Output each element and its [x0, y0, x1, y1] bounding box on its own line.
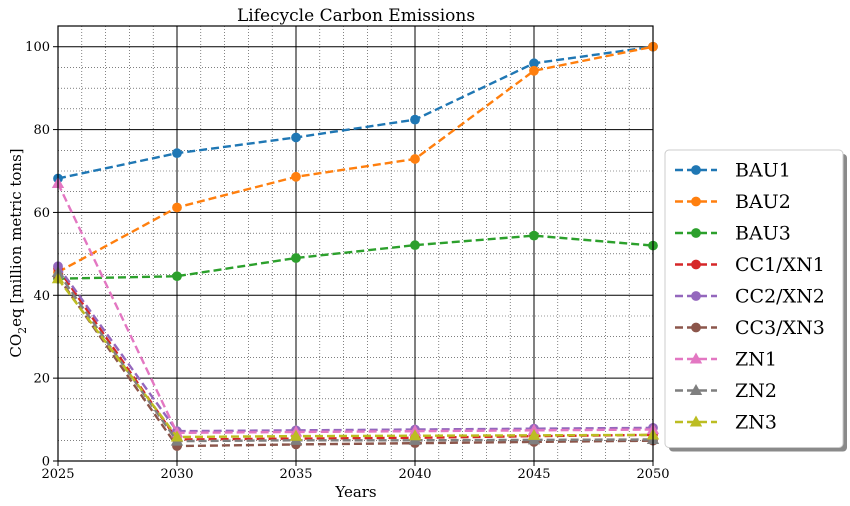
legend-marker-zn1 — [689, 352, 703, 364]
y-tick-label: 100 — [25, 40, 50, 55]
chart-title: Lifecycle Carbon Emissions — [237, 6, 475, 26]
series-line-zn3 — [57, 277, 654, 439]
data-point-bau1 — [529, 58, 539, 69]
series-line-bau3 — [57, 234, 654, 280]
x-tick-label: 2045 — [517, 467, 550, 482]
data-point-zn3 — [527, 428, 541, 440]
data-point-bau2 — [529, 65, 539, 76]
data-point-bau3 — [291, 253, 301, 263]
legend-marker-cc1-xn1 — [691, 259, 701, 270]
x-tick-label: 2040 — [398, 467, 431, 482]
legend: BAU1 BAU2 BAU3 CC1/XN1 CC2/XN2 CC3/XN3 ZN1 ZN2 Z… — [664, 149, 847, 452]
series-line-zn2 — [57, 271, 654, 443]
data-point-bau3 — [529, 230, 539, 241]
series-line-bau1 — [57, 45, 654, 180]
y-tick-label: 80 — [33, 123, 50, 138]
legend-marker-cc3-xn3 — [691, 322, 701, 333]
data-point-bau1 — [172, 148, 182, 159]
x-tick-label: 2050 — [636, 467, 669, 482]
legend-label-cc1-xn1: CC1/XN1 — [735, 254, 825, 276]
y-tick-label: 60 — [33, 206, 50, 221]
legend-box — [664, 149, 844, 448]
data-point-bau2 — [172, 202, 182, 213]
data-point-bau3 — [410, 240, 420, 251]
legend-label-bau1: BAU1 — [735, 160, 791, 182]
legend-label-zn2: ZN2 — [735, 380, 777, 402]
series-line-cc3-xn3 — [57, 275, 654, 448]
series-line-bau2 — [57, 45, 654, 274]
legend-marker-zn3 — [689, 415, 703, 427]
x-tick-label: 2025 — [41, 467, 74, 482]
y-tick-label: 40 — [33, 289, 50, 304]
y-axis-label: CO2eq [million metric tons] — [7, 148, 29, 357]
svg-text:CO2eq [million metric tons]: CO2eq [million metric tons] — [7, 148, 29, 357]
legend-marker-bau1 — [691, 165, 701, 175]
legend-label-bau2: BAU2 — [735, 191, 791, 213]
x-axis-label: Years — [334, 483, 376, 501]
data-point-bau1 — [291, 132, 301, 143]
x-tick-label: 2035 — [279, 467, 312, 482]
legend-label-cc3-xn3: CC3/XN3 — [735, 317, 825, 339]
data-point-bau3 — [172, 271, 182, 282]
series-line-zn1 — [56, 182, 654, 435]
data-point-zn3 — [289, 429, 303, 441]
data-point-zn3 — [408, 429, 422, 441]
data-point-bau2 — [291, 171, 301, 182]
series-line-cc1-xn1 — [57, 267, 654, 441]
series-line-cc2-xn2 — [57, 265, 654, 433]
x-tick-label: 2030 — [160, 467, 193, 482]
legend-marker-zn2 — [689, 384, 703, 396]
legend-marker-bau3 — [691, 228, 701, 238]
axes-frame — [57, 25, 654, 462]
legend-marker-bau2 — [691, 196, 701, 207]
data-point-zn3 — [170, 430, 184, 442]
legend-marker-cc2-xn2 — [691, 291, 701, 301]
legend-label-bau3: BAU3 — [735, 223, 791, 245]
series-group — [51, 41, 660, 451]
data-point-bau2 — [410, 154, 420, 164]
legend-label-zn3: ZN3 — [735, 412, 777, 434]
legend-label-zn1: ZN1 — [735, 349, 777, 371]
y-tick-label: 0 — [42, 455, 50, 470]
data-point-bau1 — [410, 114, 420, 125]
y-tick-label: 20 — [33, 372, 50, 387]
legend-label-cc2-xn2: CC2/XN2 — [735, 286, 825, 308]
